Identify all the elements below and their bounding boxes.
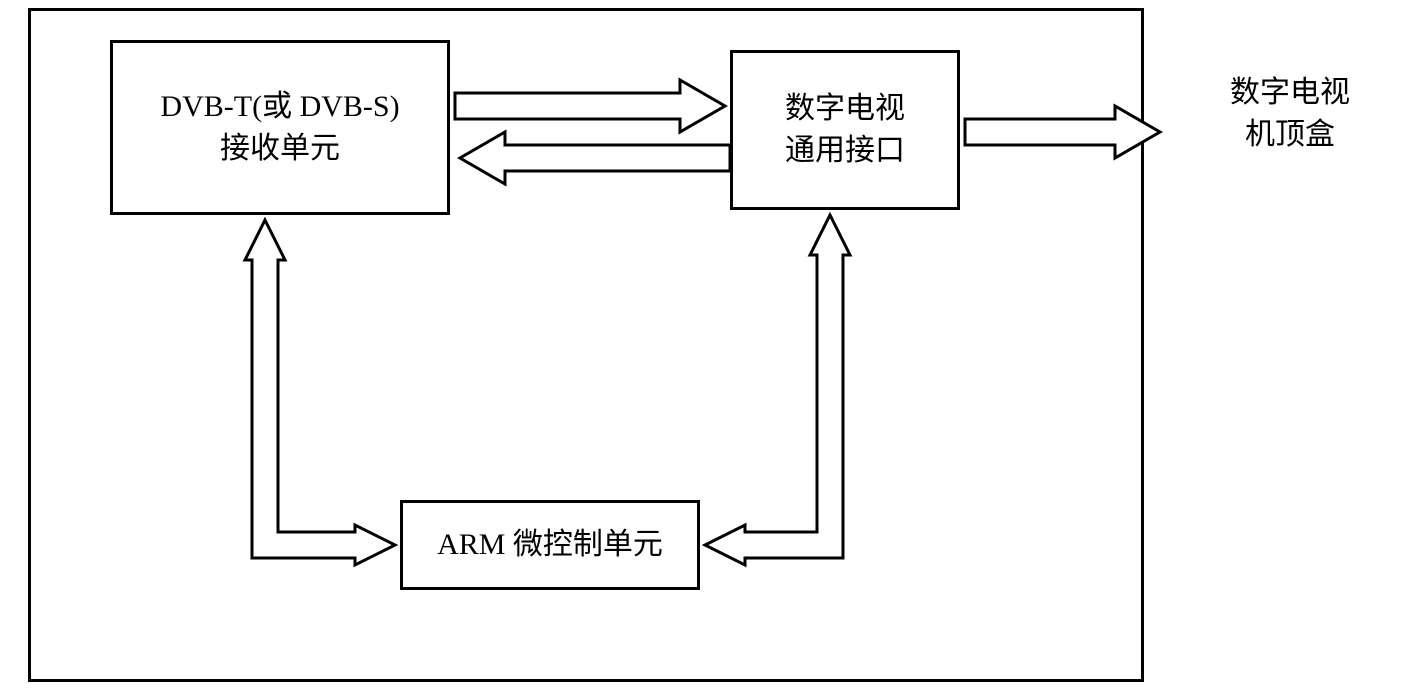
interface-label: 数字电视 通用接口 — [785, 88, 905, 172]
stb-label: 数字电视 机顶盒 — [1180, 72, 1400, 156]
interface-block: 数字电视 通用接口 — [730, 50, 960, 210]
mcu-block: ARM 微控制单元 — [400, 500, 700, 590]
arrow-iface-to-recv — [455, 132, 730, 184]
mcu-label: ARM 微控制单元 — [437, 524, 663, 566]
arrow-recv-to-iface — [455, 80, 730, 132]
receiver-label: DVB-T(或 DVB-S) 接收单元 — [160, 86, 399, 170]
receiver-block: DVB-T(或 DVB-S) 接收单元 — [110, 40, 450, 215]
arrow-iface-to-stb — [965, 106, 1165, 158]
arrow-mcu-recv — [225, 215, 405, 575]
arrow-mcu-iface — [700, 210, 880, 575]
